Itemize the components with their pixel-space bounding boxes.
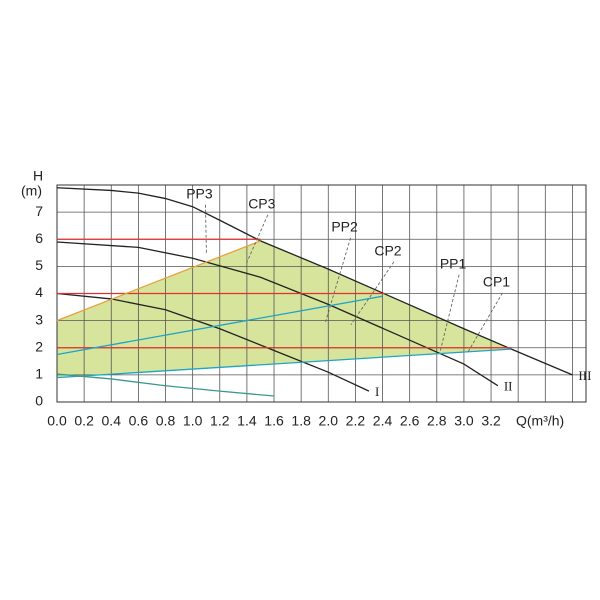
curve: [56, 295, 383, 356]
annotation: CP1: [483, 274, 510, 290]
x-tick-label: 0.4: [102, 413, 122, 429]
x-tick-label: 3.0: [454, 413, 474, 429]
x-tick-label: 1.0: [183, 413, 203, 429]
x-tick-label: 2.6: [400, 413, 420, 429]
curve-label: I: [375, 384, 379, 399]
curve: [56, 348, 512, 379]
x-tick-label: 3.2: [481, 413, 501, 429]
x-tick-label: 0.6: [129, 413, 149, 429]
x-tick-label: 0.8: [156, 413, 176, 429]
x-tick-label: 1.6: [264, 413, 284, 429]
leader-line: [245, 214, 269, 265]
x-tick-label: 1.4: [237, 413, 257, 429]
x-tick-label: 2.4: [373, 413, 393, 429]
y-axis-label: H: [33, 168, 43, 184]
curve: [56, 373, 275, 397]
x-tick-label: 0.0: [47, 413, 67, 429]
x-tick-label: 2.8: [427, 413, 447, 429]
curve: [56, 240, 261, 322]
y-tick-label: 0: [35, 393, 43, 409]
operating-area: [57, 240, 512, 378]
annotation: PP1: [440, 255, 467, 271]
curve-label: II: [504, 379, 513, 394]
curve: [56, 187, 573, 376]
y-tick-label: 3: [35, 311, 43, 327]
leader-line: [204, 204, 207, 253]
y-tick-label: 6: [35, 230, 43, 246]
y-tick-label: 4: [35, 284, 43, 300]
annotation: PP3: [186, 185, 213, 201]
y-axis-unit: (m): [21, 183, 42, 199]
annotation: PP2: [331, 219, 358, 235]
x-tick-label: 0.2: [74, 413, 94, 429]
x-tick-label: 1.2: [210, 413, 230, 429]
curve-label: III: [578, 368, 591, 383]
annotation: CP2: [374, 242, 401, 258]
curve: [56, 241, 499, 387]
x-tick-label: 2.0: [319, 413, 339, 429]
x-tick-label: 2.2: [346, 413, 366, 429]
x-tick-label: 1.8: [291, 413, 311, 429]
y-tick-label: 1: [35, 366, 43, 382]
leader-line: [467, 292, 503, 354]
leader-line: [439, 274, 460, 352]
leader-line: [350, 261, 395, 325]
y-tick-label: 7: [35, 203, 43, 219]
y-tick-label: 2: [35, 338, 43, 354]
x-axis-label: Q(m³/h): [516, 413, 564, 429]
annotation: CP3: [248, 196, 275, 212]
y-tick-label: 5: [35, 257, 43, 273]
